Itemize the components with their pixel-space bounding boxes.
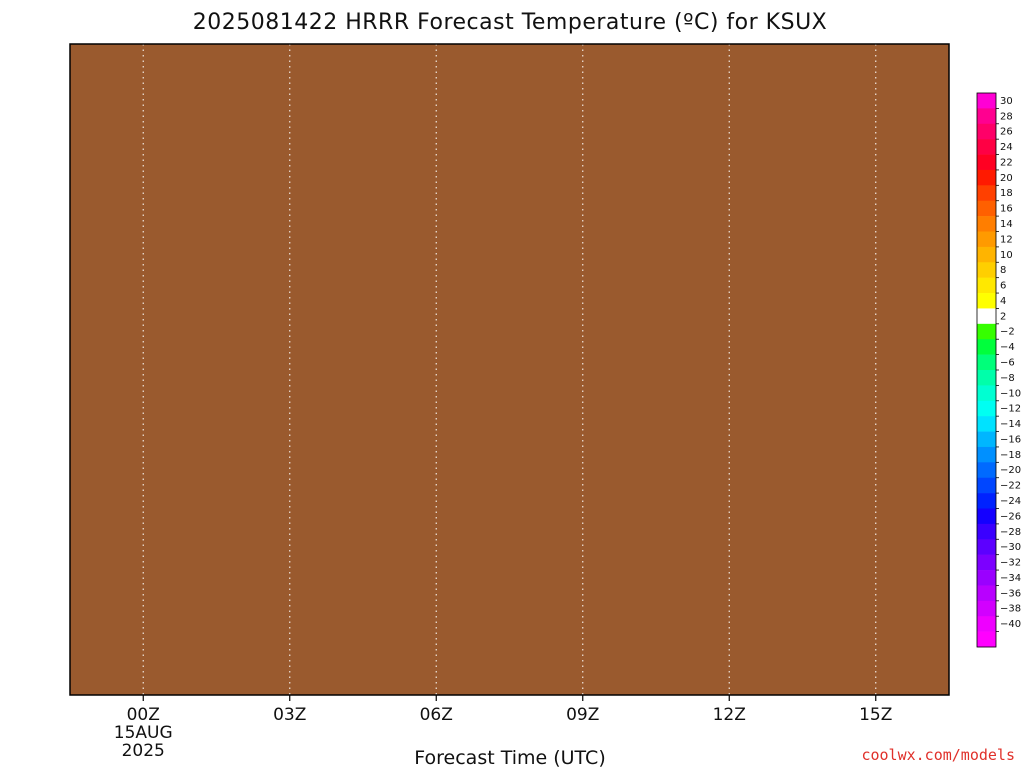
colorbar-cell xyxy=(977,108,996,125)
x-tick-label: 15Z xyxy=(859,705,892,725)
colorbar-label: 2 xyxy=(1000,311,1006,322)
colorbar-label: −8 xyxy=(1000,373,1015,384)
colorbar-cell xyxy=(977,554,996,571)
colorbar-cell xyxy=(977,154,996,171)
colorbar-cell xyxy=(977,385,996,402)
colorbar-label: −20 xyxy=(1000,465,1021,476)
x-tick-label: 12Z xyxy=(713,705,746,725)
colorbar-cell xyxy=(977,631,996,648)
colorbar-label: 4 xyxy=(1000,296,1006,307)
colorbar-label: −14 xyxy=(1000,419,1021,430)
chart-title: 2025081422 HRRR Forecast Temperature (ºC… xyxy=(193,10,828,35)
colorbar-label: −26 xyxy=(1000,511,1021,522)
colorbar-label: −16 xyxy=(1000,434,1021,445)
colorbar-cell xyxy=(977,169,996,186)
colorbar-label: 8 xyxy=(1000,265,1006,276)
colorbar-label: −6 xyxy=(1000,358,1015,369)
colorbar-label: −28 xyxy=(1000,527,1021,538)
colorbar-cell xyxy=(977,600,996,617)
colorbar-label: 28 xyxy=(1000,111,1013,122)
colorbar-cell xyxy=(977,446,996,463)
colorbar-label: −34 xyxy=(1000,573,1021,584)
colorbar-cell xyxy=(977,185,996,202)
colorbar-cell xyxy=(977,246,996,263)
colorbar-cell xyxy=(977,308,996,325)
x-tick-date: 15AUG xyxy=(114,723,173,743)
colorbar-cell xyxy=(977,400,996,417)
colorbar-label: 6 xyxy=(1000,281,1006,292)
colorbar-label: −18 xyxy=(1000,450,1021,461)
colorbar-label: 12 xyxy=(1000,234,1013,245)
colorbar-label: 10 xyxy=(1000,250,1013,261)
colorbar-label: −4 xyxy=(1000,342,1015,353)
colorbar-cell xyxy=(977,508,996,525)
colorbar-cell xyxy=(977,616,996,632)
colorbar-cell xyxy=(977,93,996,109)
colorbar-label: 22 xyxy=(1000,157,1013,168)
grid-lines xyxy=(142,44,877,695)
x-tick-label: 06Z xyxy=(420,705,453,725)
colorbar-cell xyxy=(977,416,996,432)
colorbar-label: −22 xyxy=(1000,481,1021,492)
colorbar-cell xyxy=(977,293,996,309)
colorbar-label: −38 xyxy=(1000,604,1021,615)
ground-area xyxy=(70,44,949,695)
colorbar-label: 24 xyxy=(1000,142,1013,153)
colorbar-label: −10 xyxy=(1000,388,1021,399)
colorbar-label: 16 xyxy=(1000,204,1013,215)
colorbar-label: 14 xyxy=(1000,219,1013,230)
colorbar-cell xyxy=(977,339,996,355)
colorbar-label: −12 xyxy=(1000,404,1021,415)
colorbar-cell xyxy=(977,477,996,494)
colorbar-label: 26 xyxy=(1000,127,1013,138)
colorbar-cell xyxy=(977,262,996,278)
colorbar-label: −32 xyxy=(1000,558,1021,569)
colorbar-cell xyxy=(977,370,996,386)
colorbar-label: −36 xyxy=(1000,588,1021,599)
credit-link[interactable]: coolwx.com/models xyxy=(861,746,1015,764)
colorbar-cell xyxy=(977,523,996,540)
colorbar-label: −24 xyxy=(1000,496,1021,507)
colorbar-cell xyxy=(977,354,996,371)
colorbar-label: 20 xyxy=(1000,173,1013,184)
x-tick-label: 09Z xyxy=(566,705,599,725)
ground-surface xyxy=(70,44,949,695)
colorbar-label: −30 xyxy=(1000,542,1021,553)
x-tick-label: 03Z xyxy=(273,705,306,725)
colorbar-label: 30 xyxy=(1000,96,1013,107)
colorbar-label: −2 xyxy=(1000,327,1015,338)
colorbar-cell xyxy=(977,277,996,294)
colorbar-cell xyxy=(977,431,996,448)
colorbar-label: 18 xyxy=(1000,188,1013,199)
colorbar-cell xyxy=(977,585,996,602)
colorbar-cell xyxy=(977,323,996,340)
plot-frame xyxy=(69,43,950,696)
x-tick-label: 00Z xyxy=(127,705,160,725)
colorbar-cell xyxy=(977,462,996,479)
colorbar-cell xyxy=(977,493,996,509)
colorbar-cell xyxy=(977,216,996,232)
colorbar-label: −40 xyxy=(1000,619,1021,630)
x-axis-label: Forecast Time (UTC) xyxy=(414,747,605,768)
colorbar-cell xyxy=(977,139,996,155)
colorbar: 30 28 26 24 22 20 18 16 14 12 10 8 6 4 2 −2 −4 −6 −8 −10 −12… xyxy=(976,92,1021,648)
colorbar-cell xyxy=(977,200,996,217)
colorbar-cell xyxy=(977,570,996,586)
colorbar-cell xyxy=(977,123,996,140)
colorbar-cell xyxy=(977,539,996,555)
colorbar-cell xyxy=(977,231,996,248)
x-tick-year: 2025 xyxy=(122,741,165,761)
